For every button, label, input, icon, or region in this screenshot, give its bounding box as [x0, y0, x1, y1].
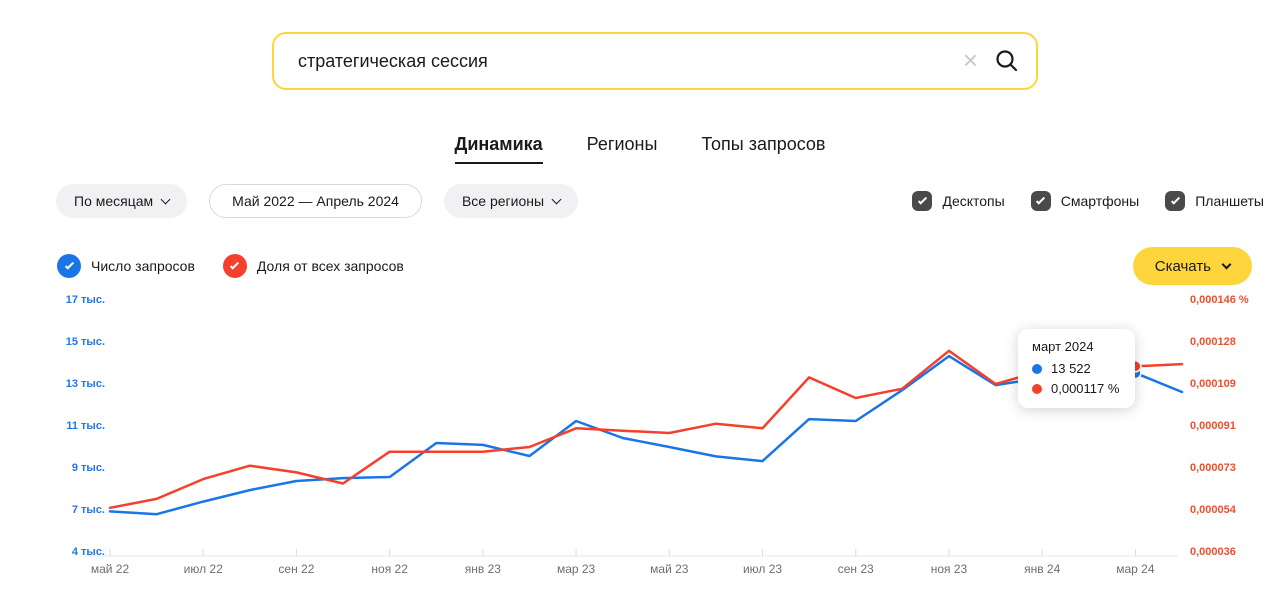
- x-axis-label: сен 23: [837, 562, 874, 576]
- y-axis-label-right: 0,000128: [1190, 336, 1236, 348]
- tooltip-share-value: 0,000117 %: [1051, 381, 1120, 396]
- y-axis-label-left: 4 тыс.: [71, 546, 105, 558]
- x-axis-label: янв 24: [1024, 562, 1061, 576]
- queries-line: [108, 354, 1184, 516]
- y-axis-label-right: 0,000036: [1190, 546, 1236, 558]
- download-button-label: Скачать: [1154, 257, 1211, 275]
- x-axis-label: сен 22: [278, 562, 315, 576]
- date-range-label: Май 2022 — Апрель 2024: [232, 193, 399, 209]
- y-axis-label-left: 9 тыс.: [71, 462, 105, 474]
- y-axis-label-right: 0,000091: [1190, 420, 1236, 432]
- x-axis-label: июл 22: [183, 562, 223, 576]
- filter-row: По месяцам Май 2022 — Апрель 2024 Все ре…: [0, 184, 1280, 218]
- checkbox-label: Десктопы: [942, 193, 1005, 209]
- checkbox-label: Планшеты: [1195, 193, 1264, 209]
- check-circle-icon: [222, 254, 247, 278]
- checkbox-desktops[interactable]: Десктопы: [912, 191, 1005, 211]
- date-range-picker[interactable]: Май 2022 — Апрель 2024: [209, 184, 422, 218]
- y-axis-label-right: 0,000073: [1190, 462, 1236, 474]
- tab-dynamics[interactable]: Динамика: [454, 134, 543, 164]
- tooltip-queries-value: 13 522: [1051, 361, 1091, 376]
- tooltip-row-share: 0,000117 %: [1032, 381, 1119, 396]
- x-axis-label: май 22: [90, 562, 130, 576]
- search-input[interactable]: [296, 49, 955, 73]
- y-axis-label-left: 13 тыс.: [65, 378, 105, 390]
- tab-top-queries[interactable]: Топы запросов: [701, 134, 826, 154]
- checkbox-checked-icon: [1030, 191, 1051, 211]
- x-axis-label: ноя 23: [930, 562, 968, 576]
- regions-dropdown[interactable]: Все регионы: [443, 184, 579, 218]
- tab-regions[interactable]: Регионы: [586, 134, 658, 154]
- y-axis-label-left: 17 тыс.: [65, 294, 105, 306]
- y-axis-label-left: 11 тыс.: [66, 420, 105, 432]
- x-axis-label: июл 23: [742, 562, 783, 576]
- period-dropdown[interactable]: По месяцам: [56, 184, 188, 218]
- period-dropdown-label: По месяцам: [74, 193, 154, 209]
- legend-label: Доля от всех запросов: [256, 258, 404, 274]
- tooltip-row-queries: 13 522: [1032, 361, 1119, 376]
- y-axis-label-right: 0,000109: [1190, 378, 1236, 390]
- x-axis-label: янв 23: [464, 562, 501, 576]
- download-button[interactable]: Скачать: [1132, 247, 1252, 285]
- clear-icon[interactable]: ×: [962, 45, 978, 75]
- legend-toggle-share[interactable]: Доля от всех запросов: [222, 254, 404, 278]
- device-filters: Десктопы Смартфоны Планшеты: [912, 191, 1264, 211]
- share-line: [108, 349, 1184, 510]
- y-axis-label-left: 7 тыс.: [71, 504, 105, 516]
- tooltip-title: март 2024: [1032, 339, 1094, 354]
- check-circle-icon: [57, 254, 81, 278]
- search-bar[interactable]: ×: [272, 32, 1038, 90]
- chart-legend: Число запросов Доля от всех запросов: [57, 254, 404, 278]
- legend-row: Число запросов Доля от всех запросов Ска…: [0, 247, 1280, 285]
- x-axis-label: мар 24: [1116, 562, 1155, 576]
- legend-toggle-queries[interactable]: Число запросов: [57, 254, 195, 278]
- y-axis-label-right: 0,000054: [1190, 504, 1236, 516]
- filter-pills: По месяцам Май 2022 — Апрель 2024 Все ре…: [56, 184, 579, 218]
- y-axis-label-left: 15 тыс.: [65, 336, 105, 348]
- red-dot-icon: [1032, 383, 1042, 394]
- legend-label: Число запросов: [91, 258, 195, 274]
- blue-dot-icon: [1032, 363, 1042, 374]
- checkbox-label: Смартфоны: [1060, 193, 1140, 209]
- checkbox-checked-icon: [1165, 191, 1186, 211]
- chart-tooltip: март 2024 13 522 0,000117 %: [1018, 329, 1136, 408]
- checkbox-smartphones[interactable]: Смартфоны: [1030, 191, 1140, 211]
- checkbox-tablets[interactable]: Планшеты: [1165, 191, 1264, 211]
- regions-dropdown-label: Все регионы: [461, 193, 545, 209]
- x-axis-label: ноя 22: [371, 562, 408, 576]
- x-axis-label: май 23: [650, 562, 689, 576]
- tabs: Динамика Регионы Топы запросов: [0, 134, 1280, 164]
- y-axis-label-right: 0,000146 %: [1190, 294, 1249, 306]
- x-axis-label: мар 23: [556, 562, 596, 576]
- checkbox-checked-icon: [912, 191, 933, 211]
- search-icon[interactable]: [994, 48, 1020, 74]
